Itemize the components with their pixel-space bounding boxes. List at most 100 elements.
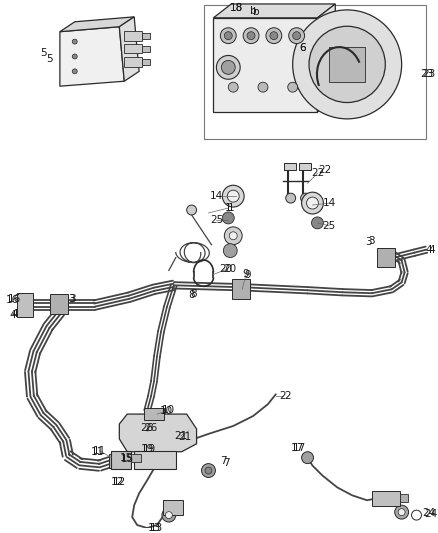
Text: 8: 8: [190, 289, 197, 299]
Text: 9: 9: [245, 270, 251, 280]
Text: 18: 18: [230, 3, 243, 13]
Circle shape: [258, 82, 268, 92]
Text: 3: 3: [366, 237, 372, 247]
Text: 19: 19: [142, 444, 155, 454]
Text: 5: 5: [40, 49, 46, 59]
Text: 4: 4: [11, 309, 18, 319]
Bar: [204, 5, 427, 139]
Circle shape: [166, 512, 172, 519]
Text: 10: 10: [160, 406, 173, 416]
Circle shape: [311, 217, 323, 229]
Bar: [232, 279, 250, 299]
Bar: [142, 60, 150, 66]
Circle shape: [229, 232, 237, 240]
Text: 7: 7: [223, 458, 230, 467]
Text: 14: 14: [323, 198, 336, 208]
Circle shape: [187, 205, 197, 215]
Text: 12: 12: [113, 478, 126, 488]
Circle shape: [266, 28, 282, 44]
Circle shape: [302, 452, 314, 464]
Bar: [124, 31, 142, 41]
Circle shape: [307, 197, 318, 209]
Circle shape: [309, 26, 385, 102]
Text: 18: 18: [230, 3, 243, 13]
Text: 25: 25: [210, 215, 223, 225]
Text: 6: 6: [299, 43, 306, 53]
Circle shape: [293, 10, 402, 119]
Bar: [284, 164, 296, 171]
Circle shape: [288, 82, 298, 92]
Text: 7: 7: [220, 456, 226, 466]
Circle shape: [216, 55, 240, 79]
Bar: [131, 454, 141, 462]
Bar: [142, 45, 150, 52]
Text: 26: 26: [145, 423, 158, 433]
Bar: [142, 33, 150, 38]
Text: 24: 24: [425, 509, 438, 519]
Text: 24: 24: [422, 508, 435, 518]
Text: 6: 6: [299, 43, 306, 53]
Text: 26: 26: [141, 423, 154, 433]
Bar: [17, 293, 33, 317]
Circle shape: [398, 508, 405, 515]
Text: 11: 11: [93, 446, 106, 456]
Circle shape: [243, 28, 259, 44]
Text: 13: 13: [147, 523, 161, 533]
Circle shape: [223, 185, 244, 207]
Bar: [50, 294, 68, 314]
Text: 3: 3: [70, 294, 76, 304]
Circle shape: [223, 244, 237, 257]
Circle shape: [224, 227, 242, 245]
Text: 12: 12: [111, 478, 124, 488]
Circle shape: [247, 31, 255, 39]
Circle shape: [72, 69, 77, 74]
Text: b: b: [250, 6, 256, 16]
Circle shape: [205, 467, 212, 474]
Text: 22: 22: [319, 165, 332, 175]
Bar: [399, 494, 408, 502]
Bar: [110, 454, 127, 467]
Text: 19: 19: [141, 444, 154, 454]
Text: 9: 9: [243, 269, 249, 279]
Bar: [111, 451, 131, 469]
Text: 8: 8: [188, 290, 195, 300]
Text: 10: 10: [162, 405, 175, 415]
Text: 4: 4: [9, 310, 16, 320]
Bar: [299, 164, 311, 171]
Text: 3: 3: [369, 236, 375, 246]
Text: 23: 23: [420, 69, 433, 79]
Bar: [144, 408, 164, 420]
Text: 14: 14: [210, 191, 223, 201]
Text: 15: 15: [120, 453, 133, 463]
Circle shape: [300, 193, 311, 203]
Text: 1: 1: [225, 203, 232, 213]
Circle shape: [286, 193, 296, 203]
Text: 16: 16: [8, 294, 21, 304]
Text: 5: 5: [47, 54, 53, 64]
Bar: [124, 44, 142, 53]
Bar: [377, 248, 395, 268]
Text: 22: 22: [311, 168, 324, 179]
Circle shape: [162, 508, 176, 522]
Polygon shape: [318, 4, 335, 112]
Text: 4: 4: [428, 245, 434, 255]
Circle shape: [227, 190, 239, 202]
Circle shape: [395, 505, 409, 519]
Polygon shape: [60, 17, 134, 31]
Polygon shape: [213, 4, 335, 18]
Circle shape: [72, 39, 77, 44]
Text: 17: 17: [293, 443, 306, 453]
Text: 2: 2: [279, 391, 286, 401]
Bar: [213, 18, 318, 112]
Circle shape: [270, 31, 278, 39]
Bar: [134, 451, 176, 469]
Circle shape: [72, 54, 77, 59]
Circle shape: [228, 82, 238, 92]
Text: 20: 20: [220, 264, 233, 274]
Text: 3: 3: [68, 294, 75, 304]
Circle shape: [224, 31, 232, 39]
Text: 25: 25: [323, 221, 336, 231]
Text: 20: 20: [224, 264, 237, 274]
Circle shape: [223, 212, 234, 224]
Bar: [124, 58, 142, 67]
